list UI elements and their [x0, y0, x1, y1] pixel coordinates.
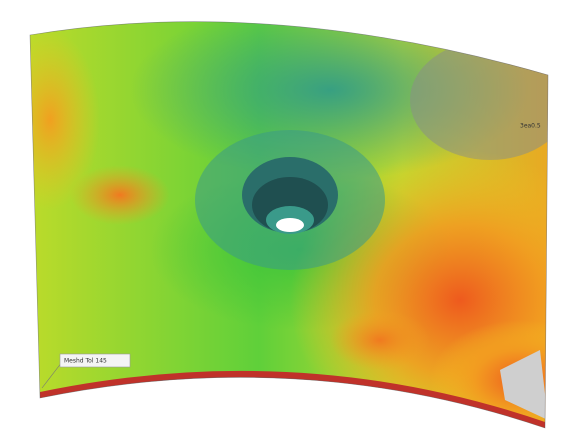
callout-label: Meshd Tol 145 [64, 358, 107, 365]
page: Meshd Tol 145 3ea0.5 (() => { const data… [0, 0, 575, 434]
deviation-map: Meshd Tol 145 3ea0.5 [0, 0, 575, 434]
corner-label: 3ea0.5 [520, 123, 541, 130]
